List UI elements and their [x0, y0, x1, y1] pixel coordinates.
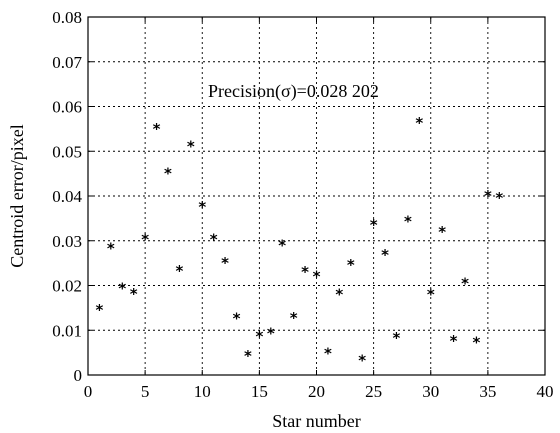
y-tick-label: 0.01	[52, 321, 82, 340]
data-point: *	[427, 286, 435, 304]
y-tick-label: 0.07	[52, 53, 82, 72]
data-point: *	[164, 164, 172, 182]
data-point: *	[335, 286, 343, 304]
data-point: *	[267, 324, 275, 342]
data-point: *	[210, 231, 218, 249]
data-point: *	[461, 274, 469, 292]
data-point: *	[381, 246, 389, 264]
data-point: *	[290, 309, 298, 327]
precision-annotation: Precision(σ)=0.028 202	[208, 81, 379, 102]
data-point: *	[130, 285, 138, 303]
data-point: *	[198, 198, 206, 216]
y-axis-title: Centroid error/pixel	[7, 124, 27, 267]
data-point: *	[187, 137, 195, 155]
x-tick-labels: 0 5 10 15 20 25 30 35 40	[84, 382, 554, 401]
data-point: *	[301, 263, 309, 281]
data-point: *	[324, 345, 332, 363]
data-point: *	[404, 213, 412, 231]
data-point: *	[255, 328, 263, 346]
x-tick-label: 40	[537, 382, 554, 401]
data-point: *	[495, 189, 503, 207]
data-point: *	[484, 187, 492, 205]
data-point: *	[244, 347, 252, 365]
x-tick-label: 15	[251, 382, 268, 401]
data-point: *	[313, 268, 321, 286]
x-tick-label: 5	[141, 382, 150, 401]
data-point: *	[118, 280, 126, 298]
y-tick-label: 0.06	[52, 98, 82, 117]
x-axis-title: Star number	[272, 411, 360, 431]
data-point: *	[347, 256, 355, 274]
x-tick-label: 30	[422, 382, 439, 401]
data-point: *	[175, 262, 183, 280]
grid-lines	[88, 17, 545, 375]
x-tick-label: 20	[308, 382, 325, 401]
x-tick-label: 0	[84, 382, 93, 401]
y-tick-label: 0.02	[52, 277, 82, 296]
y-tick-label: 0	[74, 366, 83, 385]
data-point: *	[221, 254, 229, 272]
plot-frame	[87, 16, 546, 376]
y-tick-label: 0.04	[52, 187, 82, 206]
data-point: *	[278, 236, 286, 254]
x-tick-label: 35	[479, 382, 496, 401]
data-point: *	[473, 333, 481, 351]
data-point: *	[415, 114, 423, 132]
data-point: *	[370, 216, 378, 234]
y-tick-label: 0.08	[52, 8, 82, 27]
data-point: *	[450, 332, 458, 350]
data-point: *	[358, 351, 366, 369]
y-tick-labels: 0 0.01 0.02 0.03 0.04 0.05 0.06 0.07 0.08	[52, 8, 82, 385]
y-tick-label: 0.03	[52, 232, 82, 251]
data-point: *	[153, 120, 161, 138]
data-point: *	[438, 223, 446, 241]
data-point: *	[233, 310, 241, 328]
x-tick-label: 10	[194, 382, 211, 401]
data-points: *** ************ **** **************** *	[95, 114, 503, 369]
data-point: *	[141, 231, 149, 249]
data-point: *	[95, 301, 103, 319]
y-tick-label: 0.05	[52, 142, 82, 161]
x-tick-label: 25	[365, 382, 382, 401]
data-point: *	[393, 329, 401, 347]
data-point: *	[107, 239, 115, 257]
